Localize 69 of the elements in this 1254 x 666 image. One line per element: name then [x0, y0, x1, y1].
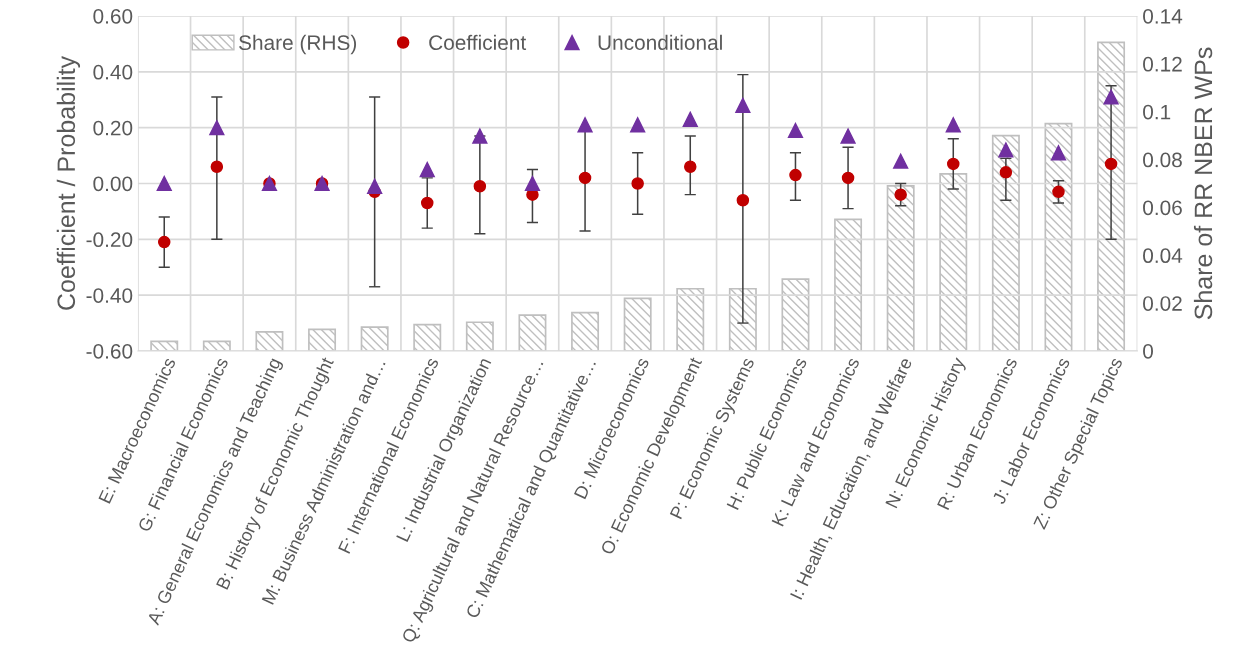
y-tick-label: 0.40: [93, 64, 133, 80]
bar: [939, 173, 968, 351]
y2-tick-label: 0: [1143, 343, 1154, 359]
point: [210, 160, 224, 173]
legend-label: Unconditional: [598, 34, 722, 51]
y-tick-label: -0.60: [86, 343, 133, 359]
legend-label: Coefficient: [429, 34, 527, 51]
point: [1052, 185, 1065, 199]
bar: [1097, 41, 1126, 351]
bar: [360, 326, 389, 351]
y2-tick-label: 0.12: [1143, 56, 1182, 72]
point: [419, 161, 435, 178]
point: [473, 180, 487, 193]
point: [684, 160, 697, 173]
point: [472, 128, 488, 144]
point: [630, 117, 646, 133]
bar: [834, 218, 863, 351]
y-axis-title: Coefficient / Probability: [56, 55, 81, 310]
point: [156, 175, 172, 192]
point: [787, 122, 804, 139]
y-tick-label: -0.40: [86, 288, 133, 303]
y2-axis-title: Share of RR NBER WPs: [1193, 47, 1213, 320]
y-tick-label: -0.20: [86, 232, 133, 248]
y2-tick-label: 0.14: [1143, 8, 1183, 24]
y2-tick-label: 0.02: [1143, 296, 1182, 311]
bar: [255, 331, 284, 351]
y2-tick-label: 0.08: [1143, 152, 1182, 168]
bar: [571, 311, 600, 351]
point: [421, 196, 434, 210]
point: [735, 97, 751, 113]
point: [524, 175, 541, 192]
y2-tick-label: 0.1: [1143, 104, 1171, 120]
point: [157, 235, 171, 249]
legend-label: Share (RHS): [239, 34, 357, 55]
point: [893, 153, 909, 169]
bar: [886, 185, 915, 351]
point: [367, 178, 383, 194]
bar: [308, 328, 337, 351]
y-tick-label: 0.60: [93, 8, 133, 24]
bar: [781, 278, 810, 351]
point: [894, 188, 907, 201]
point: [577, 117, 593, 133]
point: [209, 120, 225, 136]
y-tick-label: 0.00: [93, 176, 133, 192]
y-tick-label: 0.20: [93, 120, 133, 136]
bar: [518, 314, 547, 351]
point: [947, 157, 960, 171]
bar: [413, 323, 442, 351]
point: [631, 177, 644, 190]
point: [999, 166, 1013, 179]
point: [998, 142, 1014, 158]
point: [1103, 89, 1119, 105]
y2-tick-label: 0.06: [1143, 200, 1182, 216]
point: [840, 128, 856, 144]
bar: [728, 287, 757, 351]
bar: [465, 321, 494, 351]
point: [682, 111, 698, 127]
point: [1104, 157, 1118, 171]
bar: [991, 134, 1020, 351]
point: [789, 168, 802, 182]
bar: [676, 287, 705, 351]
bar: [1044, 122, 1073, 351]
point: [736, 193, 750, 207]
point: [1050, 145, 1067, 161]
point: [945, 117, 961, 133]
point: [841, 171, 855, 185]
bar: [623, 297, 652, 351]
y2-tick-label: 0.04: [1143, 248, 1183, 264]
point: [578, 171, 592, 185]
